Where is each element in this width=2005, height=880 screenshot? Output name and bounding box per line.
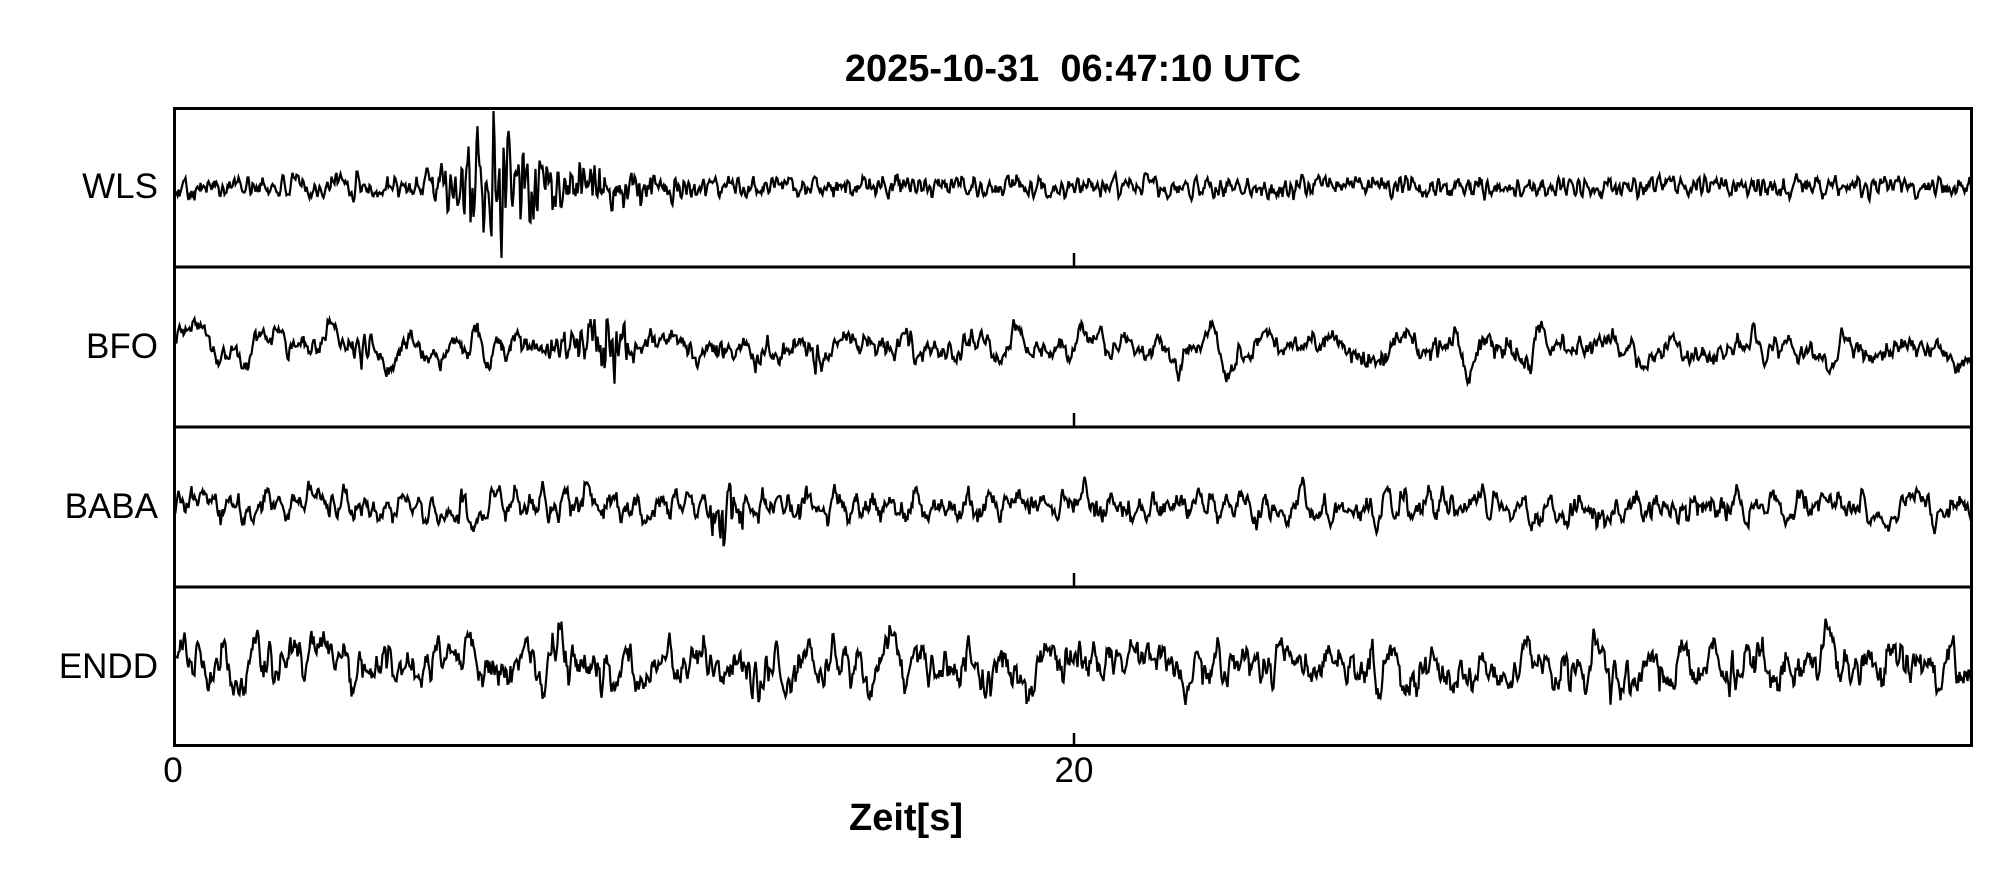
seismogram-traces [173, 107, 1973, 747]
station-label-bfo: BFO [86, 327, 158, 366]
x-axis-label: Zeit[s] [849, 797, 963, 839]
x-tick-label-0: 0 [163, 751, 183, 790]
station-label-wls: WLS [82, 167, 158, 206]
plot-area [173, 107, 1973, 747]
figure-title: 2025-10-31 06:47:10 UTC [844, 48, 1302, 90]
x-tick-label-20: 20 [1054, 751, 1094, 790]
station-label-baba: BABA [64, 487, 158, 526]
station-label-endd: ENDD [58, 647, 158, 686]
